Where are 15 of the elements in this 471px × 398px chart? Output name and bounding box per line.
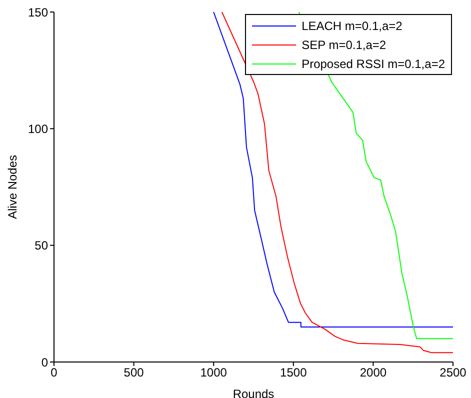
x-tick-label: 2000 <box>360 366 387 380</box>
y-tick-label: 150 <box>28 5 48 20</box>
x-tick-label: 1000 <box>200 366 228 380</box>
x-axis-title: Rounds <box>232 387 274 398</box>
legend-label: SEP m=0.1,a=2 <box>302 38 386 52</box>
y-tick-label: 50 <box>34 238 48 253</box>
y-tick-label: 100 <box>28 122 48 136</box>
legend-label: Proposed RSSI m=0.1,a=2 <box>302 56 445 70</box>
x-tick-label: 2500 <box>440 366 467 380</box>
x-tick-label: 500 <box>124 366 144 380</box>
y-tick-label: 0 <box>41 355 48 370</box>
legend-label: LEACH m=0.1,a=2 <box>302 18 402 32</box>
x-tick-label: 1500 <box>280 366 308 380</box>
x-tick-label: 0 <box>50 366 58 380</box>
y-axis-title: Alive Nodes <box>5 154 20 220</box>
